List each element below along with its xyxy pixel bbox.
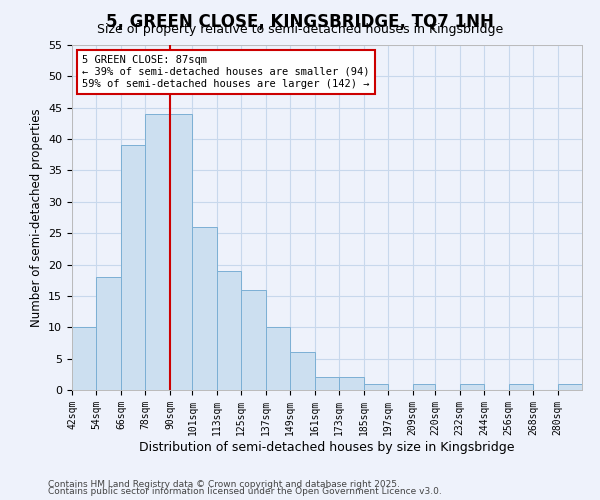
Text: 5, GREEN CLOSE, KINGSBRIDGE, TQ7 1NH: 5, GREEN CLOSE, KINGSBRIDGE, TQ7 1NH <box>106 12 494 30</box>
X-axis label: Distribution of semi-detached houses by size in Kingsbridge: Distribution of semi-detached houses by … <box>139 440 515 454</box>
Bar <box>241 290 266 390</box>
Bar <box>121 146 145 390</box>
Y-axis label: Number of semi-detached properties: Number of semi-detached properties <box>29 108 43 327</box>
Bar <box>460 384 484 390</box>
Bar <box>339 378 364 390</box>
Text: 5 GREEN CLOSE: 87sqm
← 39% of semi-detached houses are smaller (94)
59% of semi-: 5 GREEN CLOSE: 87sqm ← 39% of semi-detac… <box>82 56 370 88</box>
Text: Size of property relative to semi-detached houses in Kingsbridge: Size of property relative to semi-detach… <box>97 22 503 36</box>
Bar <box>557 384 582 390</box>
Text: Contains public sector information licensed under the Open Government Licence v3: Contains public sector information licen… <box>48 487 442 496</box>
Bar <box>509 384 533 390</box>
Bar <box>170 114 193 390</box>
Bar <box>315 378 339 390</box>
Text: Contains HM Land Registry data © Crown copyright and database right 2025.: Contains HM Land Registry data © Crown c… <box>48 480 400 489</box>
Bar <box>145 114 170 390</box>
Bar <box>217 271 241 390</box>
Bar <box>413 384 435 390</box>
Bar <box>290 352 315 390</box>
Bar <box>266 328 290 390</box>
Bar <box>97 277 121 390</box>
Bar <box>72 328 97 390</box>
Bar <box>193 227 217 390</box>
Bar <box>364 384 388 390</box>
